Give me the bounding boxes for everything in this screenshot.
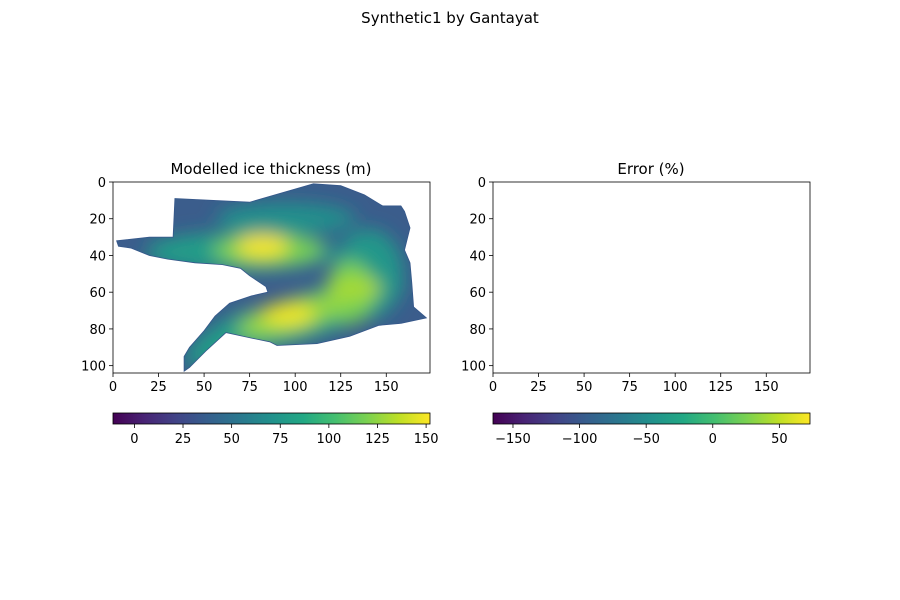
thickness-colorbar: 0 25 50 75 100 125 150 — [112, 412, 439, 447]
y-tick-label: 80 — [469, 323, 486, 338]
y-tick-label: 60 — [469, 286, 486, 301]
colorbar-tick-label: −50 — [632, 432, 659, 447]
error-panel-title: Error (%) — [617, 160, 684, 178]
x-tick-label: 50 — [196, 380, 213, 395]
error-x-ticks: 0 25 50 75 100 125 150 — [489, 373, 779, 395]
thickness-y-ticks: 0 20 40 60 80 100 — [81, 176, 113, 375]
x-tick-label: 100 — [283, 380, 308, 395]
colorbar-tick-label: −150 — [495, 432, 531, 447]
thickness-shading — [261, 302, 314, 327]
error-axes-frame — [492, 181, 811, 374]
thickness-shading — [216, 202, 357, 235]
colorbar-tick-label: 100 — [316, 432, 341, 447]
x-tick-label: 75 — [241, 380, 258, 395]
x-tick-label: 0 — [489, 380, 497, 395]
thickness-shading — [329, 276, 382, 301]
colorbar-tick-label: −100 — [562, 432, 598, 447]
glacier-outline — [116, 183, 428, 372]
colorbar-tick-label: 50 — [223, 432, 240, 447]
x-tick-label: 100 — [663, 380, 688, 395]
colorbar-tick-label: 75 — [272, 432, 289, 447]
colorbar-tick-label: 25 — [175, 432, 192, 447]
colorbar-tick-label: 125 — [365, 432, 390, 447]
thickness-colorbar-gradient — [112, 412, 431, 425]
x-tick-label: 25 — [530, 380, 547, 395]
y-tick-label: 0 — [478, 176, 486, 191]
thickness-colorbar-ticks: 0 25 50 75 100 125 150 — [130, 424, 439, 447]
y-tick-label: 60 — [89, 286, 106, 301]
error-colorbar: −150 −100 −50 0 50 — [492, 412, 811, 447]
figure-suptitle: Synthetic1 by Gantayat — [361, 9, 539, 27]
y-tick-label: 100 — [461, 360, 486, 375]
y-tick-label: 0 — [98, 176, 106, 191]
thickness-x-ticks: 0 25 50 75 100 125 150 — [109, 373, 399, 395]
x-tick-label: 0 — [109, 380, 117, 395]
y-tick-label: 40 — [89, 249, 106, 264]
x-tick-label: 150 — [374, 380, 399, 395]
y-tick-label: 100 — [81, 360, 106, 375]
colorbar-tick-label: 0 — [130, 432, 138, 447]
y-tick-label: 20 — [89, 213, 106, 228]
thickness-axes-frame — [112, 181, 431, 374]
x-tick-label: 150 — [754, 380, 779, 395]
x-tick-label: 50 — [576, 380, 593, 395]
y-tick-label: 80 — [89, 323, 106, 338]
x-tick-label: 25 — [150, 380, 167, 395]
error-y-ticks: 0 20 40 60 80 100 — [461, 176, 493, 375]
error-panel: Error (%) 0 25 50 75 100 125 150 0 20 40 60 80 100 — [461, 160, 811, 395]
y-tick-label: 40 — [469, 249, 486, 264]
colorbar-tick-label: 150 — [414, 432, 439, 447]
thickness-field — [116, 183, 427, 372]
colorbar-tick-label: 0 — [709, 432, 717, 447]
x-tick-label: 125 — [708, 380, 733, 395]
error-colorbar-gradient — [492, 412, 811, 425]
error-colorbar-ticks: −150 −100 −50 0 50 — [495, 424, 788, 447]
x-tick-label: 75 — [621, 380, 638, 395]
colorbar-tick-label: 50 — [771, 432, 788, 447]
thickness-shading — [236, 234, 289, 259]
thickness-panel: Modelled ice thickness (m) 0 25 50 75 100 125… — [81, 160, 431, 395]
y-tick-label: 20 — [469, 213, 486, 228]
x-tick-label: 125 — [328, 380, 353, 395]
thickness-panel-title: Modelled ice thickness (m) — [170, 160, 371, 178]
